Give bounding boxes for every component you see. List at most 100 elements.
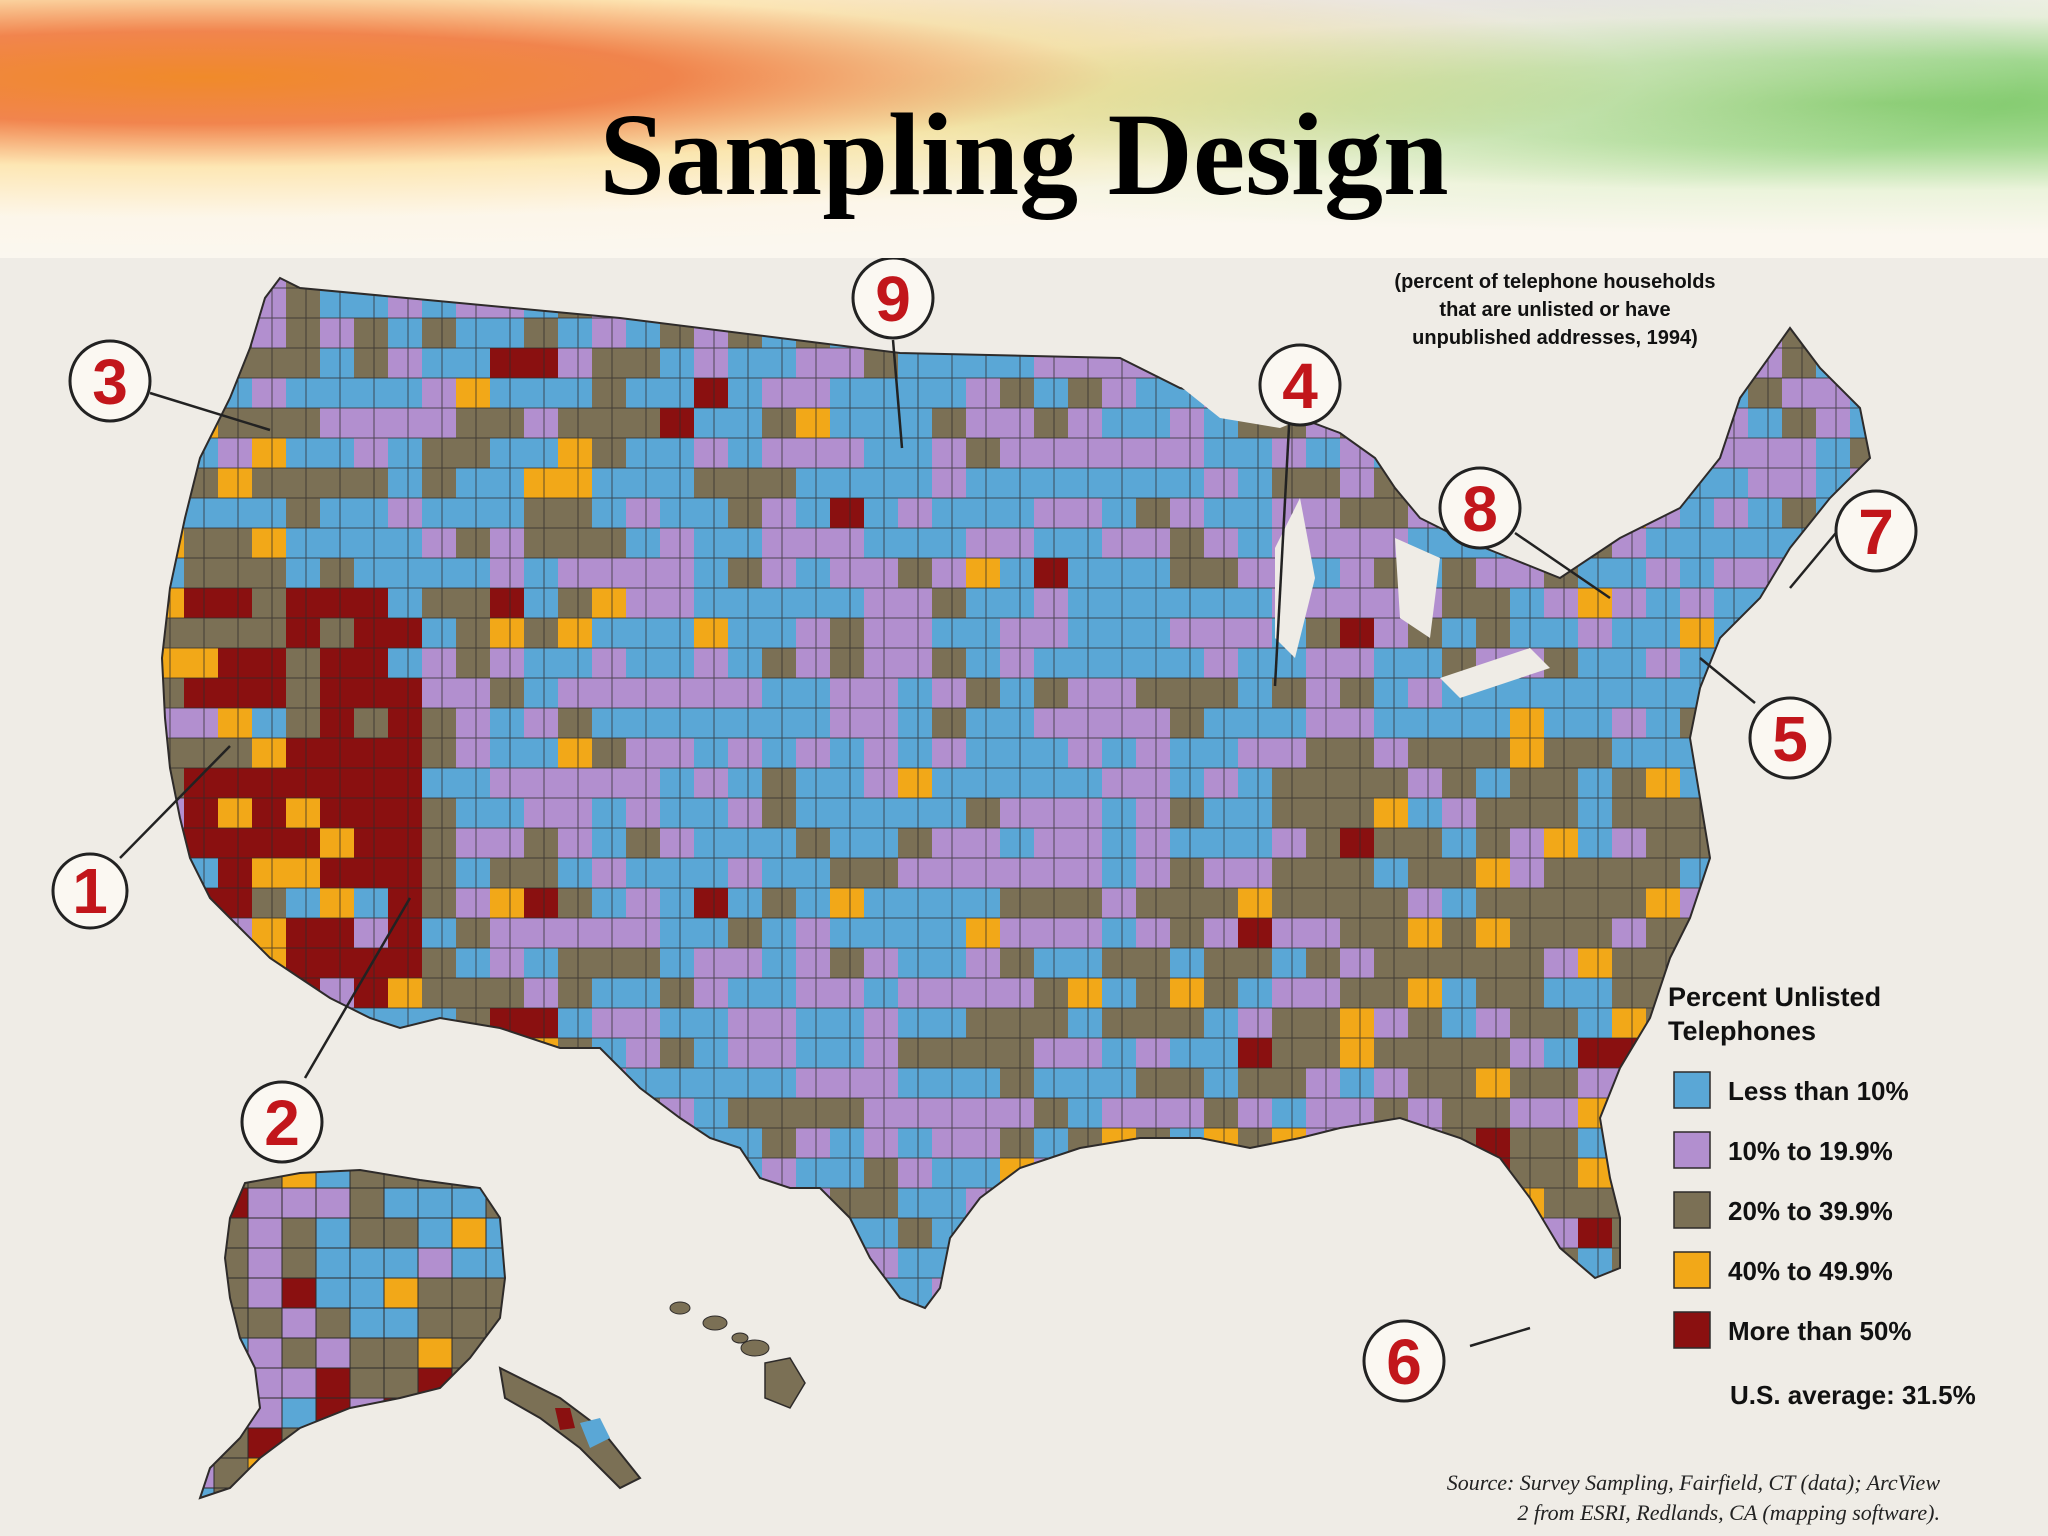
county-cell (1850, 1038, 1870, 1068)
county-cell (162, 948, 184, 978)
borough-cell (200, 1170, 215, 1189)
county-cell (422, 1128, 456, 1158)
county-cell (1034, 288, 1068, 318)
county-cell (1884, 378, 1918, 408)
borough-cell (315, 1217, 351, 1249)
county-cell (1306, 1278, 1340, 1308)
county-cell (184, 1188, 218, 1218)
county-cell (1408, 468, 1442, 498)
county-cell (1612, 1128, 1646, 1158)
county-cell (1884, 588, 1918, 618)
county-cell (1102, 288, 1136, 318)
unlisted-phones-map: 1 2 3 4 5 6 7 8 (51, 258, 1976, 1525)
county-cell (1272, 1188, 1306, 1218)
borough-cell (281, 1487, 317, 1498)
county-cell (1204, 1308, 1238, 1338)
county-cell (1782, 618, 1816, 648)
county-cell (1714, 288, 1748, 318)
county-cell (1510, 528, 1544, 558)
county-cell (762, 278, 796, 288)
county-cell (1748, 888, 1782, 918)
county-cell (966, 1278, 1000, 1308)
county-cell (1782, 798, 1816, 828)
county-cell (1850, 348, 1870, 378)
borough-cell (200, 1427, 215, 1459)
county-cell (1068, 318, 1102, 348)
county-cell (162, 1248, 184, 1278)
borough-cell (383, 1217, 419, 1249)
county-cell (1102, 318, 1136, 348)
borough-cell (349, 1487, 385, 1498)
county-cell (162, 288, 184, 318)
county-cell (660, 278, 694, 288)
county-cell (1306, 1308, 1340, 1338)
county-cell (1884, 948, 1918, 978)
county-cell (1170, 1278, 1204, 1308)
county-cell (162, 378, 184, 408)
county-cell (1612, 468, 1646, 498)
county-cell (1034, 1278, 1068, 1308)
county-cell (694, 288, 728, 318)
callout-1: 1 (51, 852, 129, 930)
county-cell (1102, 278, 1136, 288)
county-cell (1578, 348, 1612, 378)
county-cell (1884, 408, 1918, 438)
county-cell (626, 1098, 660, 1128)
county-cell (1408, 1248, 1442, 1278)
county-cell (694, 1158, 728, 1188)
county-cell (1000, 1308, 1034, 1338)
county-cell (796, 278, 830, 288)
svg-text:7: 7 (1858, 496, 1894, 568)
county-cell (1272, 1158, 1306, 1188)
borough-cell (200, 1247, 215, 1279)
county-cell (1510, 408, 1544, 438)
county-cell (388, 1038, 422, 1068)
county-cell (1714, 798, 1748, 828)
county-cell (1204, 318, 1238, 348)
source-line1: Source: Survey Sampling, Fairfield, CT (… (1447, 1470, 1941, 1495)
county-cell (966, 1218, 1000, 1248)
borough-cell (417, 1187, 453, 1219)
legend-swatch-4 (1673, 1311, 1711, 1349)
county-cell (1884, 978, 1918, 1008)
county-cell (1714, 348, 1748, 378)
county-cell (1646, 408, 1680, 438)
county-cell (320, 1098, 354, 1128)
map-note: (percent of telephone households that ar… (1394, 271, 1715, 349)
lake-erie (1440, 648, 1550, 698)
borough-cell (315, 1187, 351, 1219)
county-cell (1374, 1128, 1408, 1158)
borough-cell (417, 1217, 453, 1249)
county-cell (320, 278, 354, 288)
county-cell (592, 288, 626, 318)
county-cell (1068, 1158, 1102, 1188)
county-cell (1204, 1188, 1238, 1218)
county-cell (1170, 318, 1204, 348)
county-cell (320, 1128, 354, 1158)
county-cell (184, 1248, 218, 1278)
county-cell (184, 278, 218, 288)
callout-6: 6 (1362, 1319, 1446, 1403)
county-cell (1136, 1308, 1170, 1338)
county-cell (694, 278, 728, 288)
county-cell (1680, 438, 1714, 468)
borough-cell (213, 1457, 249, 1489)
legend-label-4: More than 50% (1728, 1316, 1912, 1346)
county-cell (1816, 918, 1850, 948)
borough-cell (349, 1367, 385, 1399)
county-cell (1816, 648, 1850, 678)
county-cell (1374, 378, 1408, 408)
county-cell (184, 1068, 218, 1098)
county-cell (162, 858, 184, 888)
borough-cell (383, 1247, 419, 1279)
map-source: Source: Survey Sampling, Fairfield, CT (… (1447, 1470, 1941, 1525)
svg-text:9: 9 (875, 263, 911, 335)
county-cell (1544, 528, 1578, 558)
county-cell (1748, 278, 1782, 288)
county-cell (1782, 918, 1816, 948)
county-cell (1646, 348, 1680, 378)
county-cell (524, 1068, 558, 1098)
county-cell (456, 1068, 490, 1098)
county-cell (388, 278, 422, 288)
borough-cell (349, 1187, 385, 1219)
